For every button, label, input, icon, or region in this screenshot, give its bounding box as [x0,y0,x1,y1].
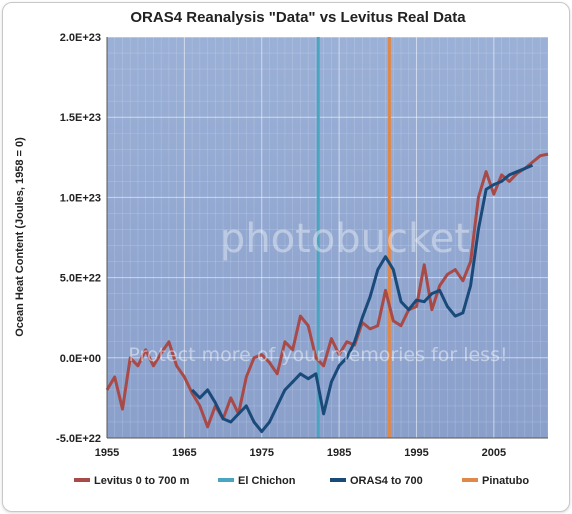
series-layer [105,152,549,434]
y-tick-label: 5.0E+22 [60,273,101,285]
marker-layer [316,37,391,438]
legend: Levitus 0 to 700 m El Chichon ORAS4 to 700… [74,475,529,487]
series-line-oras4 [191,163,534,434]
y-tick-label: 2.0E+23 [60,32,101,44]
legend-label: Pinatubo [482,475,529,487]
chart-title: ORAS4 Reanalysis "Data" vs Levitus Real … [130,9,466,26]
watermark-logo-text: photobucket [220,216,470,262]
y-tick-label: 1.0E+23 [60,192,101,204]
x-tick-label: 1955 [95,447,119,459]
x-tick-label: 1995 [404,447,428,459]
watermark: photobucket Protect more of your memorie… [128,216,507,366]
y-axis-label: Ocean Heat Content (Joules, 1958 = 0) [14,137,26,337]
x-tick-label: 1965 [172,447,196,459]
y-tick-label: 1.5E+23 [60,112,101,124]
x-tick-label: 1985 [327,447,351,459]
y-tick-label: -5.0E+22 [56,433,101,445]
grid-layer [106,36,549,439]
legend-label: El Chichon [238,475,296,487]
watermark-tagline: Protect more of your memories for less! [128,344,507,366]
series-line-levitus [105,152,549,429]
x-tick-label: 2005 [482,447,506,459]
y-tick-label: 0.0E+00 [60,353,101,365]
legend-label: Levitus 0 to 700 m [94,475,190,487]
axis-layer: -5.0E+22 0.0E+00 5.0E+22 1.0E+23 1.5E+23 2.0E… [56,32,548,459]
x-tick-label: 1975 [249,447,273,459]
legend-label: ORAS4 to 700 [350,475,423,487]
